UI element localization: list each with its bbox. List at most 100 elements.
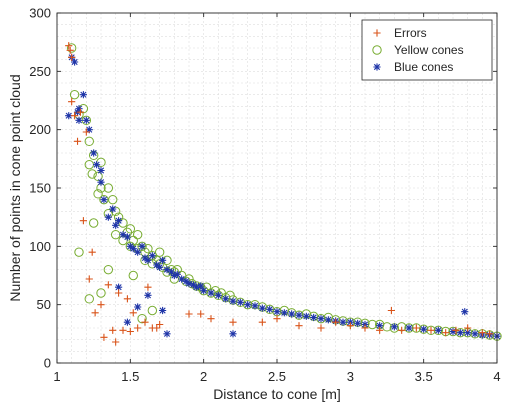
data-point <box>273 315 281 323</box>
data-point <box>123 233 131 241</box>
data-point <box>316 313 326 324</box>
data-point <box>66 43 77 53</box>
data-point <box>163 330 171 338</box>
x-axis-label: Distance to cone [m] <box>213 386 341 402</box>
data-point <box>405 324 413 332</box>
data-point <box>84 136 94 147</box>
data-point <box>71 112 79 120</box>
data-point <box>159 306 167 315</box>
data-point <box>137 313 147 324</box>
data-point <box>68 98 76 106</box>
data-point <box>229 330 237 338</box>
data-point <box>88 248 96 256</box>
data-point <box>75 116 83 124</box>
data-point <box>486 330 494 338</box>
data-point <box>103 264 114 275</box>
x-tick-label: 3 <box>347 369 354 384</box>
x-tick-label: 2 <box>200 369 207 384</box>
data-point <box>442 329 450 337</box>
data-point <box>294 310 304 320</box>
data-point <box>452 326 460 334</box>
data-point <box>207 315 215 323</box>
data-point <box>280 309 288 317</box>
data-point <box>200 287 208 295</box>
data-point <box>141 318 149 326</box>
data-point <box>66 46 74 54</box>
data-point <box>84 294 94 304</box>
data-point <box>129 245 137 253</box>
data-point <box>132 229 143 240</box>
data-point <box>332 318 340 326</box>
y-tick-label: 250 <box>29 64 51 79</box>
data-point <box>214 291 222 299</box>
data-point <box>65 112 73 120</box>
data-point <box>65 42 73 50</box>
data-point <box>449 327 457 336</box>
data-point <box>461 308 469 316</box>
data-point <box>412 324 420 332</box>
y-tick-label: 0 <box>44 356 51 371</box>
data-point <box>87 169 97 179</box>
data-point <box>88 218 99 228</box>
data-point <box>109 205 117 213</box>
data-point <box>229 318 237 326</box>
x-tick-label: 1.5 <box>121 369 139 384</box>
data-point <box>82 116 90 124</box>
data-point <box>129 309 137 317</box>
data-point <box>471 330 479 338</box>
data-point <box>222 295 230 303</box>
y-axis-label: Number of points in cone point cloud <box>7 74 23 301</box>
data-point <box>361 324 369 332</box>
data-point <box>258 318 266 326</box>
legend-marker <box>372 45 382 55</box>
data-point <box>74 247 84 257</box>
grid <box>56 12 498 364</box>
data-point <box>82 128 90 136</box>
data-point <box>112 338 120 346</box>
data-point <box>302 312 310 320</box>
data-point <box>104 281 112 289</box>
data-point <box>159 256 167 264</box>
data-point <box>427 326 435 334</box>
data-point <box>137 241 147 252</box>
legend-label: Errors <box>394 26 427 40</box>
data-point <box>93 189 103 199</box>
data-point <box>464 329 472 337</box>
data-point <box>295 322 303 330</box>
data-point <box>154 247 165 257</box>
data-point <box>112 221 120 229</box>
data-point <box>156 320 164 329</box>
x-tick-label: 3.5 <box>415 369 433 384</box>
data-point <box>104 213 112 221</box>
data-point <box>420 325 428 333</box>
data-point <box>148 252 156 260</box>
data-point <box>266 305 274 313</box>
legend-label: Blue cones <box>394 60 453 74</box>
data-point <box>115 283 123 291</box>
data-point <box>387 306 395 315</box>
data-point <box>100 196 108 204</box>
x-tick-label: 4 <box>493 369 500 384</box>
data-point <box>110 206 121 217</box>
data-point <box>317 315 325 323</box>
data-point <box>418 324 429 334</box>
legend-marker <box>373 29 381 37</box>
y-tick-label: 300 <box>29 6 51 21</box>
data-point <box>185 280 193 288</box>
data-point <box>93 171 103 182</box>
legend-entry: Yellow cones <box>372 43 464 57</box>
data-point <box>192 283 200 291</box>
data-point <box>97 178 105 186</box>
data-point <box>448 326 458 337</box>
data-point <box>115 289 123 297</box>
data-point <box>163 266 171 274</box>
data-point <box>178 275 186 283</box>
data-point <box>115 217 123 225</box>
data-point <box>126 327 134 336</box>
data-point <box>376 326 384 334</box>
data-point <box>456 329 464 337</box>
data-point <box>317 324 325 332</box>
data-point <box>185 310 193 318</box>
data-point <box>144 283 152 291</box>
legend-marker <box>373 63 381 71</box>
